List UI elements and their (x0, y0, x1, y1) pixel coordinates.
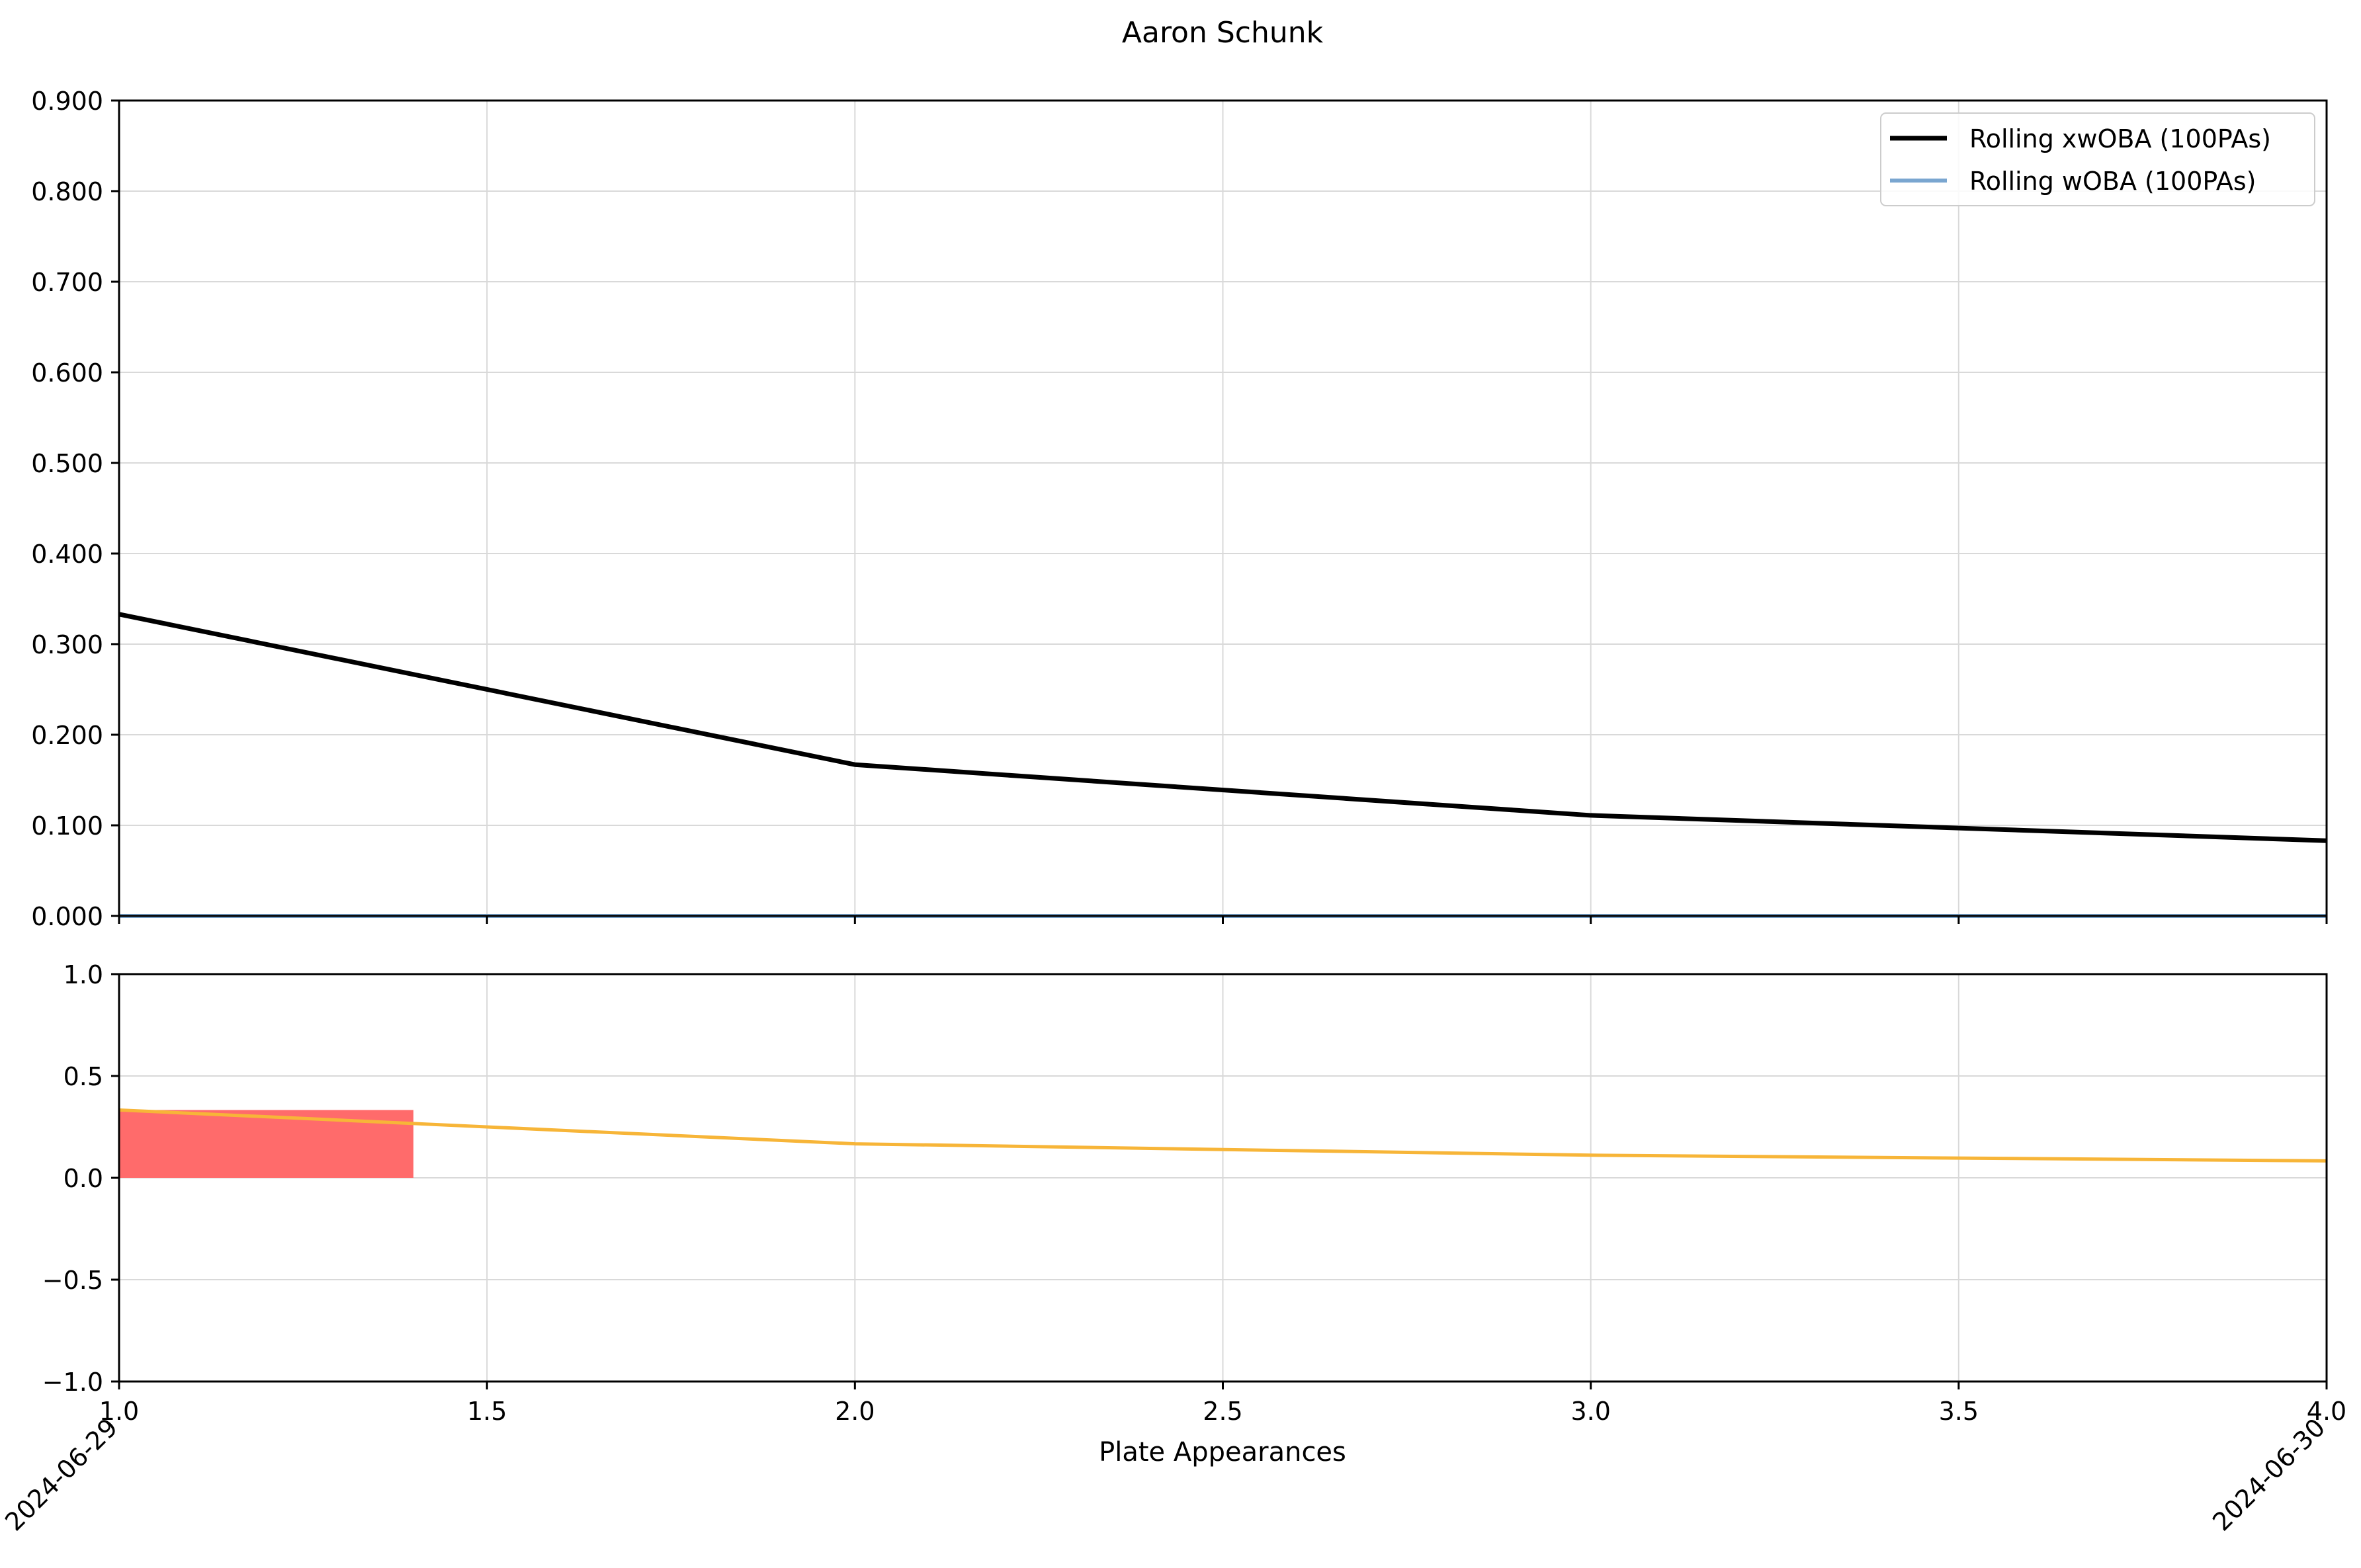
bottom-marks (118, 1108, 2327, 1178)
top-y-tick-label: 0.200 (31, 721, 103, 750)
top-ticks: 0.000 0.100 0.200 0.300 0.400 0.500 0.600 0.700… (31, 87, 2328, 931)
legend-box (1880, 112, 2315, 206)
bottom-y-tick-label: −0.5 (42, 1266, 103, 1295)
top-y-tick-label: 0.100 (31, 811, 103, 841)
bottom-x-tick-label: 2.0 (835, 1397, 875, 1426)
top-y-tick-label: 0.300 (31, 630, 103, 659)
bottom-y-tick-label: 0.0 (64, 1164, 103, 1193)
bottom-x-tick-label: 3.5 (1939, 1397, 1979, 1426)
series-line-xwoba (118, 612, 2327, 843)
top-y-tick-label: 0.800 (31, 177, 103, 206)
bottom-y-tick-label: −1.0 (42, 1368, 103, 1397)
top-y-tick-label: 0.000 (31, 902, 103, 931)
bottom-x-tick-label: 1.0 (99, 1397, 139, 1426)
top-y-tick-label: 0.900 (31, 87, 103, 116)
top-y-tick-label: 0.600 (31, 358, 103, 388)
top-y-tick-label: 0.400 (31, 540, 103, 569)
bottom-y-tick-label: 1.0 (64, 960, 103, 989)
bottom-x-tick-label: 2.5 (1203, 1397, 1242, 1426)
chart-title: Aaron Schunk (1122, 16, 1324, 50)
x-axis-label: Plate Appearances (1099, 1437, 1346, 1467)
top-y-tick-label: 0.700 (31, 268, 103, 297)
legend-label-xwoba: Rolling xwOBA (100PAs) (1969, 124, 2271, 153)
top-y-tick-label: 0.500 (31, 449, 103, 478)
bottom-x-tick-label: 3.0 (1570, 1397, 1610, 1426)
bottom-x-tick-label: 4.0 (2307, 1397, 2346, 1426)
legend: Rolling xwOBA (100PAs) Rolling wOBA (100P… (1880, 112, 2315, 206)
bottom-y-tick-label: 0.5 (64, 1062, 103, 1091)
legend-label-woba: Rolling wOBA (100PAs) (1969, 167, 2256, 196)
bottom-x-tick-label: 1.5 (467, 1397, 507, 1426)
difference-line (118, 1108, 2327, 1163)
top-panel: 0.000 0.100 0.200 0.300 0.400 0.500 0.600 0.700… (31, 87, 2328, 931)
